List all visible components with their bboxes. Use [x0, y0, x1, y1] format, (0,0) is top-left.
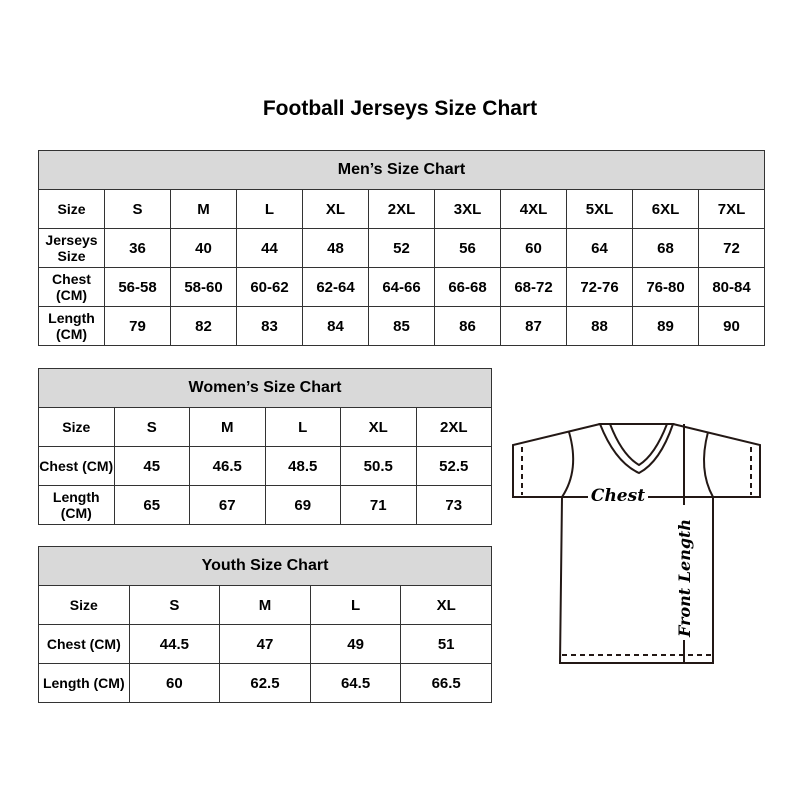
table-cell: 86	[434, 306, 501, 346]
table-cell: 89	[632, 306, 699, 346]
row-label: Length (CM)	[38, 306, 105, 346]
table-cell: 68	[632, 228, 699, 268]
row-label: Chest (CM)	[38, 624, 130, 664]
table-cell: 72	[698, 228, 765, 268]
table-cell: 76-80	[632, 267, 699, 307]
youth-size-table: Youth Size Chart Size S M L XL Chest (CM) 44.5 4…	[38, 546, 492, 703]
row-label: Length (CM)	[38, 663, 130, 703]
table-cell: L	[309, 585, 402, 625]
mens-size-table: Men’s Size Chart Size S M L XL 2XL 3XL 4XL 5XL 6XL…	[38, 150, 765, 346]
table-cell: L	[264, 407, 341, 447]
table-cell: 60	[128, 663, 221, 703]
table-cell: 5XL	[566, 189, 633, 229]
table-cell: 44.5	[128, 624, 221, 664]
row-label: Size	[38, 407, 115, 447]
table-cell: 58-60	[170, 267, 237, 307]
table-row: Length (CM) 79 82 83 84 85 86 87 88 89 90	[38, 306, 765, 346]
front-length-label: Front Length	[675, 519, 694, 638]
table-cell: M	[219, 585, 311, 625]
chest-label: Chest	[591, 486, 645, 506]
table-cell: 6XL	[632, 189, 699, 229]
row-label: Length (CM)	[38, 485, 115, 525]
table-cell: 68-72	[500, 267, 567, 307]
table-row: Chest (CM) 44.5 47 49 51	[38, 624, 492, 664]
table-row: Size S M L XL 2XL 3XL 4XL 5XL 6XL 7XL	[38, 189, 765, 229]
table-cell: 65	[113, 485, 190, 525]
table-cell: 52.5	[415, 446, 492, 486]
table-cell: 36	[104, 228, 171, 268]
table-cell: 69	[264, 485, 341, 525]
table-cell: 73	[415, 485, 492, 525]
table-cell: 87	[500, 306, 567, 346]
table-cell: 2XL	[415, 407, 492, 447]
table-cell: 84	[302, 306, 369, 346]
table-cell: XL	[340, 407, 417, 447]
table-cell: 80-84	[698, 267, 765, 307]
table-row: Size S M L XL 2XL	[38, 407, 492, 447]
mens-table-title: Men’s Size Chart	[38, 150, 765, 190]
table-cell: 48.5	[264, 446, 341, 486]
womens-size-table: Women’s Size Chart Size S M L XL 2XL Chest (CM)…	[38, 368, 492, 525]
table-row: Chest (CM) 56-58 58-60 60-62 62-64 64-66 66-68…	[38, 267, 765, 307]
table-cell: 64	[566, 228, 633, 268]
table-cell: 40	[170, 228, 237, 268]
table-cell: 51	[400, 624, 492, 664]
table-cell: 49	[309, 624, 402, 664]
table-row: Length (CM) 65 67 69 71 73	[38, 485, 492, 525]
table-cell: 7XL	[698, 189, 765, 229]
table-cell: 60	[500, 228, 567, 268]
table-cell: S	[113, 407, 190, 447]
page-title: Football Jerseys Size Chart	[262, 97, 538, 120]
table-cell: 85	[368, 306, 435, 346]
table-cell: 50.5	[340, 446, 417, 486]
table-cell: 83	[236, 306, 303, 346]
table-cell: 90	[698, 306, 765, 346]
table-cell: 88	[566, 306, 633, 346]
table-cell: L	[236, 189, 303, 229]
table-cell: 71	[340, 485, 417, 525]
table-cell: XL	[400, 585, 492, 625]
table-row: Length (CM) 60 62.5 64.5 66.5	[38, 663, 492, 703]
table-row: Jerseys Size 36 40 44 48 52 56 60 64 68 72	[38, 228, 765, 268]
table-row: Chest (CM) 45 46.5 48.5 50.5 52.5	[38, 446, 492, 486]
youth-table-title: Youth Size Chart	[38, 546, 492, 586]
table-cell: XL	[302, 189, 369, 229]
table-cell: 62.5	[219, 663, 311, 703]
table-cell: 56-58	[104, 267, 171, 307]
table-cell: 66.5	[400, 663, 492, 703]
table-cell: 64.5	[309, 663, 402, 703]
row-label: Chest (CM)	[38, 446, 115, 486]
table-cell: 79	[104, 306, 171, 346]
table-cell: 44	[236, 228, 303, 268]
table-cell: 45	[113, 446, 190, 486]
